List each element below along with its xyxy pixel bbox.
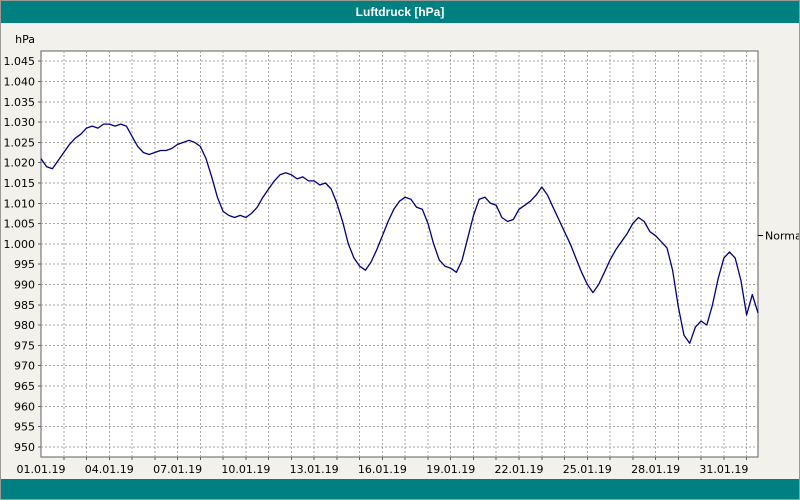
y-tick-label: 1.045 [4, 55, 36, 68]
y-tick-label: 960 [14, 400, 35, 413]
plot-area [40, 50, 759, 458]
y-tick-label: 1.015 [4, 177, 36, 190]
pressure-line [40, 123, 759, 344]
x-tick-label: 31.01.19 [699, 463, 748, 476]
y-tick-label: 1.040 [4, 75, 36, 88]
bottom-bar [1, 479, 799, 499]
x-tick-label: 25.01.19 [563, 463, 612, 476]
y-tick-label: 1.010 [4, 197, 36, 210]
x-tick-label: 10.01.19 [221, 463, 270, 476]
y-tick-label: 980 [14, 319, 35, 332]
chart-area: 1.045 1.040 1.035 1.030 1.025 1.020 1.015 1.010… [1, 23, 800, 481]
x-tick-label: 13.01.19 [290, 463, 339, 476]
y-tick-label: 985 [14, 299, 35, 312]
y-tick-label: 975 [14, 339, 35, 352]
y-tick-label: 1.025 [4, 136, 36, 149]
x-tick-label: 28.01.19 [631, 463, 680, 476]
y-axis-unit-label: hPa [15, 33, 35, 46]
window-titlebar[interactable]: Luftdruck [hPa] [1, 1, 799, 23]
y-tick-label: 1.005 [4, 218, 36, 231]
pressure-chart: 1.045 1.040 1.035 1.030 1.025 1.020 1.015 1.010… [4, 33, 800, 476]
y-tick-label: 955 [14, 421, 35, 434]
x-tick-label: 22.01.19 [495, 463, 544, 476]
x-tick-label: 01.01.19 [17, 463, 66, 476]
x-tick-label: 19.01.19 [426, 463, 475, 476]
window-title: Luftdruck [hPa] [355, 5, 445, 19]
y-tick-label: 990 [14, 278, 35, 291]
y-tick-label: 1.030 [4, 116, 36, 129]
y-tick-label: 965 [14, 380, 35, 393]
y-tick-label: 1.000 [4, 238, 36, 251]
x-tick-label: 04.01.19 [85, 463, 134, 476]
y-tick-label: 995 [14, 258, 35, 271]
x-tick-label: 07.01.19 [153, 463, 202, 476]
x-tick-label: 16.01.19 [358, 463, 407, 476]
y-tick-label: 1.020 [4, 157, 36, 170]
y-tick-label: 950 [14, 441, 35, 454]
y-tick-label: 970 [14, 360, 35, 373]
normal-annotation-label: Normal [765, 230, 800, 243]
y-tick-label: 1.035 [4, 96, 36, 109]
